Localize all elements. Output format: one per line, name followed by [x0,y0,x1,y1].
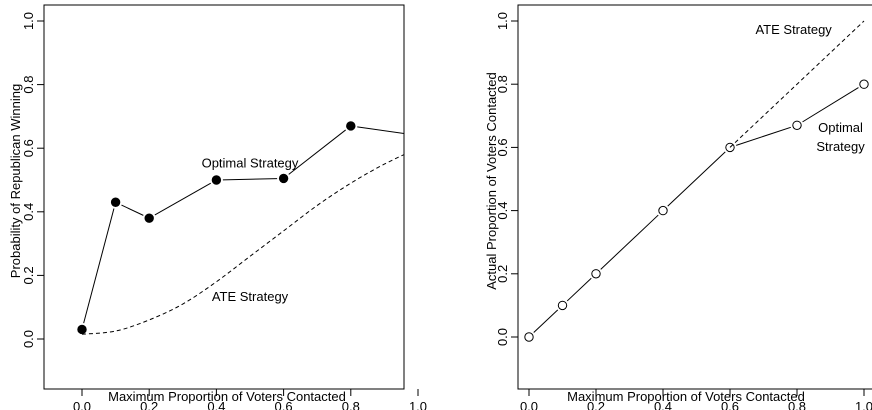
series-optimal-strategy [524,79,869,342]
annotation-label: ATE Strategy [212,289,289,304]
series-ate-strategy [729,20,865,148]
data-point [591,269,601,279]
y-tick-label: 1.0 [495,12,510,30]
plot-frame [517,4,872,390]
data-point [658,205,668,216]
x-tick-label: 0.0 [520,399,538,410]
x-axis-title: Maximum Proportion of Voters Contacted [108,389,346,404]
data-point [211,175,222,185]
data-point [792,120,802,130]
x-tick-label: 1.0 [409,399,427,410]
dashed-line [81,154,404,335]
dashed-line [729,20,865,148]
y-axis-title: Actual Proportion of Voters Contacted [484,72,499,290]
data-point [346,121,356,131]
y-tick-label: 0.2 [21,266,36,284]
annotation-label: Optimal Strategy [202,156,299,171]
series-segment [222,178,278,181]
x-tick-label: 0.6 [275,399,293,410]
y-tick-label: 1.0 [21,12,36,30]
x-tick-label: 0.0 [73,399,91,410]
annotation-label: Optimal [818,120,863,135]
data-point [557,300,568,311]
y-axis-title: Probability of Republican Winning [8,84,23,278]
chart-panel-1: 0.0 0.2 0.4 0.6 0.8 1.0 0.0 0.2 0.4 0.6 0.8 1.0 Maxi… [8,4,427,410]
plot-frame [43,4,405,390]
x-axis-title: Maximum Proportion of Voters Contacted [567,389,805,404]
series-segment [154,182,211,216]
x-tick-label: 0.8 [788,399,806,410]
y-tick-label: 0.2 [495,265,510,283]
y-tick-label: 0.0 [495,328,510,346]
data-point [110,197,121,207]
annotation-label: ATE Strategy [755,22,832,37]
series-segment [802,87,859,123]
data-point [859,79,869,89]
data-point [144,213,154,223]
series-segment [566,277,592,302]
chart-panel-2: 0.0 0.2 0.4 0.6 0.8 1.0 0.0 0.2 0.4 0.6 0.8 1.0 Maxi… [484,4,872,410]
series-segment [121,204,144,216]
y-tick-label: 0.6 [21,139,36,157]
series-segment [357,126,404,134]
x-tick-label: 0.2 [587,399,605,410]
y-tick-label: 0.8 [21,76,36,94]
annotation-label: Strategy [816,139,865,154]
series-optimal-strategy [77,121,422,335]
x-tick-label: 0.2 [140,399,158,410]
x-tick-label: 0.4 [654,399,672,410]
y-tick-label: 0.0 [21,330,36,348]
series-segment [736,126,791,146]
series-ate-strategy [81,154,404,335]
x-tick-label: 1.0 [855,399,872,410]
x-tick-label: 0.4 [207,399,225,410]
series-segment [83,208,115,324]
series-segment [667,151,726,207]
y-tick-label: 0.8 [495,75,510,93]
series-segment [600,214,659,270]
data-point [278,173,289,184]
y-tick-label: 0.6 [495,138,510,156]
series-segment [288,129,346,175]
data-point [524,332,534,342]
y-tick-label: 0.4 [495,202,510,220]
series-segment [533,309,559,333]
y-tick-label: 0.4 [21,203,36,221]
data-point [414,131,422,139]
x-tick-label: 0.6 [721,399,739,410]
data-point [77,324,87,335]
x-tick-label: 0.8 [342,399,360,410]
